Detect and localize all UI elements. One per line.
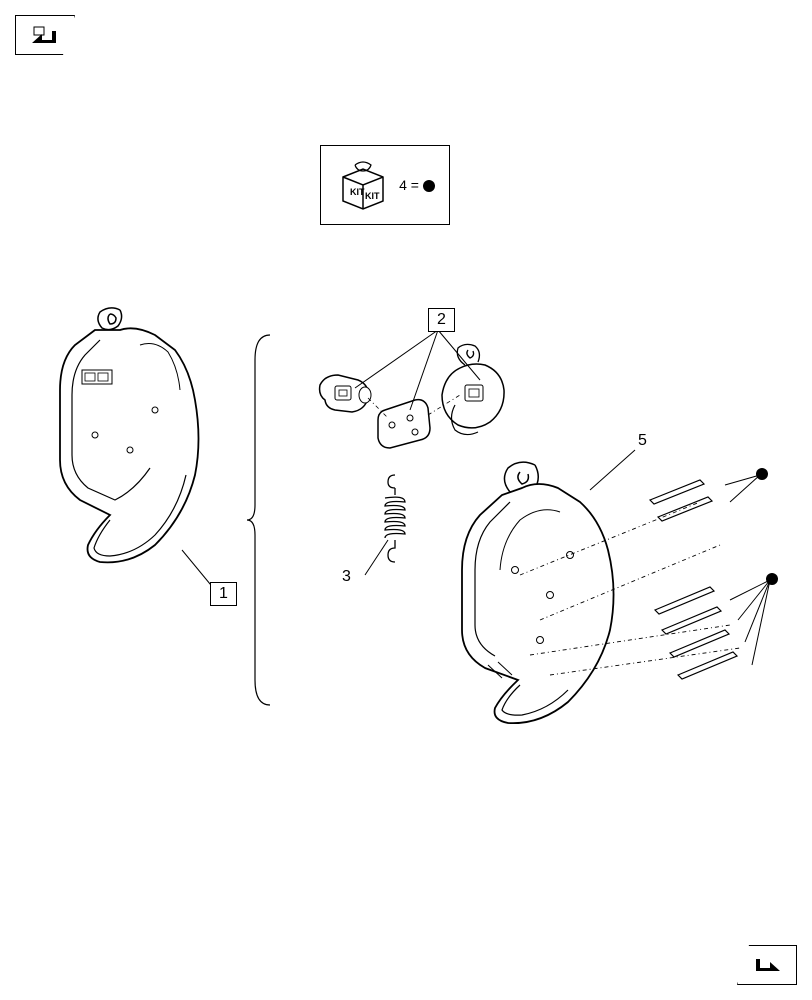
callout-5: 5 <box>638 432 647 450</box>
svg-text:KIT: KIT <box>365 191 380 201</box>
kit-label-prefix: 4 = <box>399 177 423 193</box>
callout-3-label: 3 <box>342 568 351 585</box>
kit-dot-icon <box>423 180 435 192</box>
kit-label: 4 = <box>399 177 435 193</box>
diagram-area: 1 2 3 5 <box>30 280 780 780</box>
forward-book-icon <box>752 953 782 977</box>
nav-forward-button[interactable] <box>737 945 797 985</box>
leader-lines <box>30 280 790 780</box>
svg-text:KIT: KIT <box>350 187 365 197</box>
nav-back-button[interactable] <box>15 15 75 55</box>
callout-5-label: 5 <box>638 432 647 449</box>
back-book-icon <box>30 23 60 47</box>
kit-dot-bottom <box>766 573 778 585</box>
callout-2-label: 2 <box>428 308 455 332</box>
callout-1: 1 <box>210 582 237 606</box>
kit-icon: KIT KIT <box>335 157 391 213</box>
callout-2: 2 <box>428 308 455 332</box>
callout-1-label: 1 <box>210 582 237 606</box>
kit-legend-box: KIT KIT 4 = <box>320 145 450 225</box>
kit-dot-top <box>756 468 768 480</box>
callout-3: 3 <box>342 568 351 586</box>
